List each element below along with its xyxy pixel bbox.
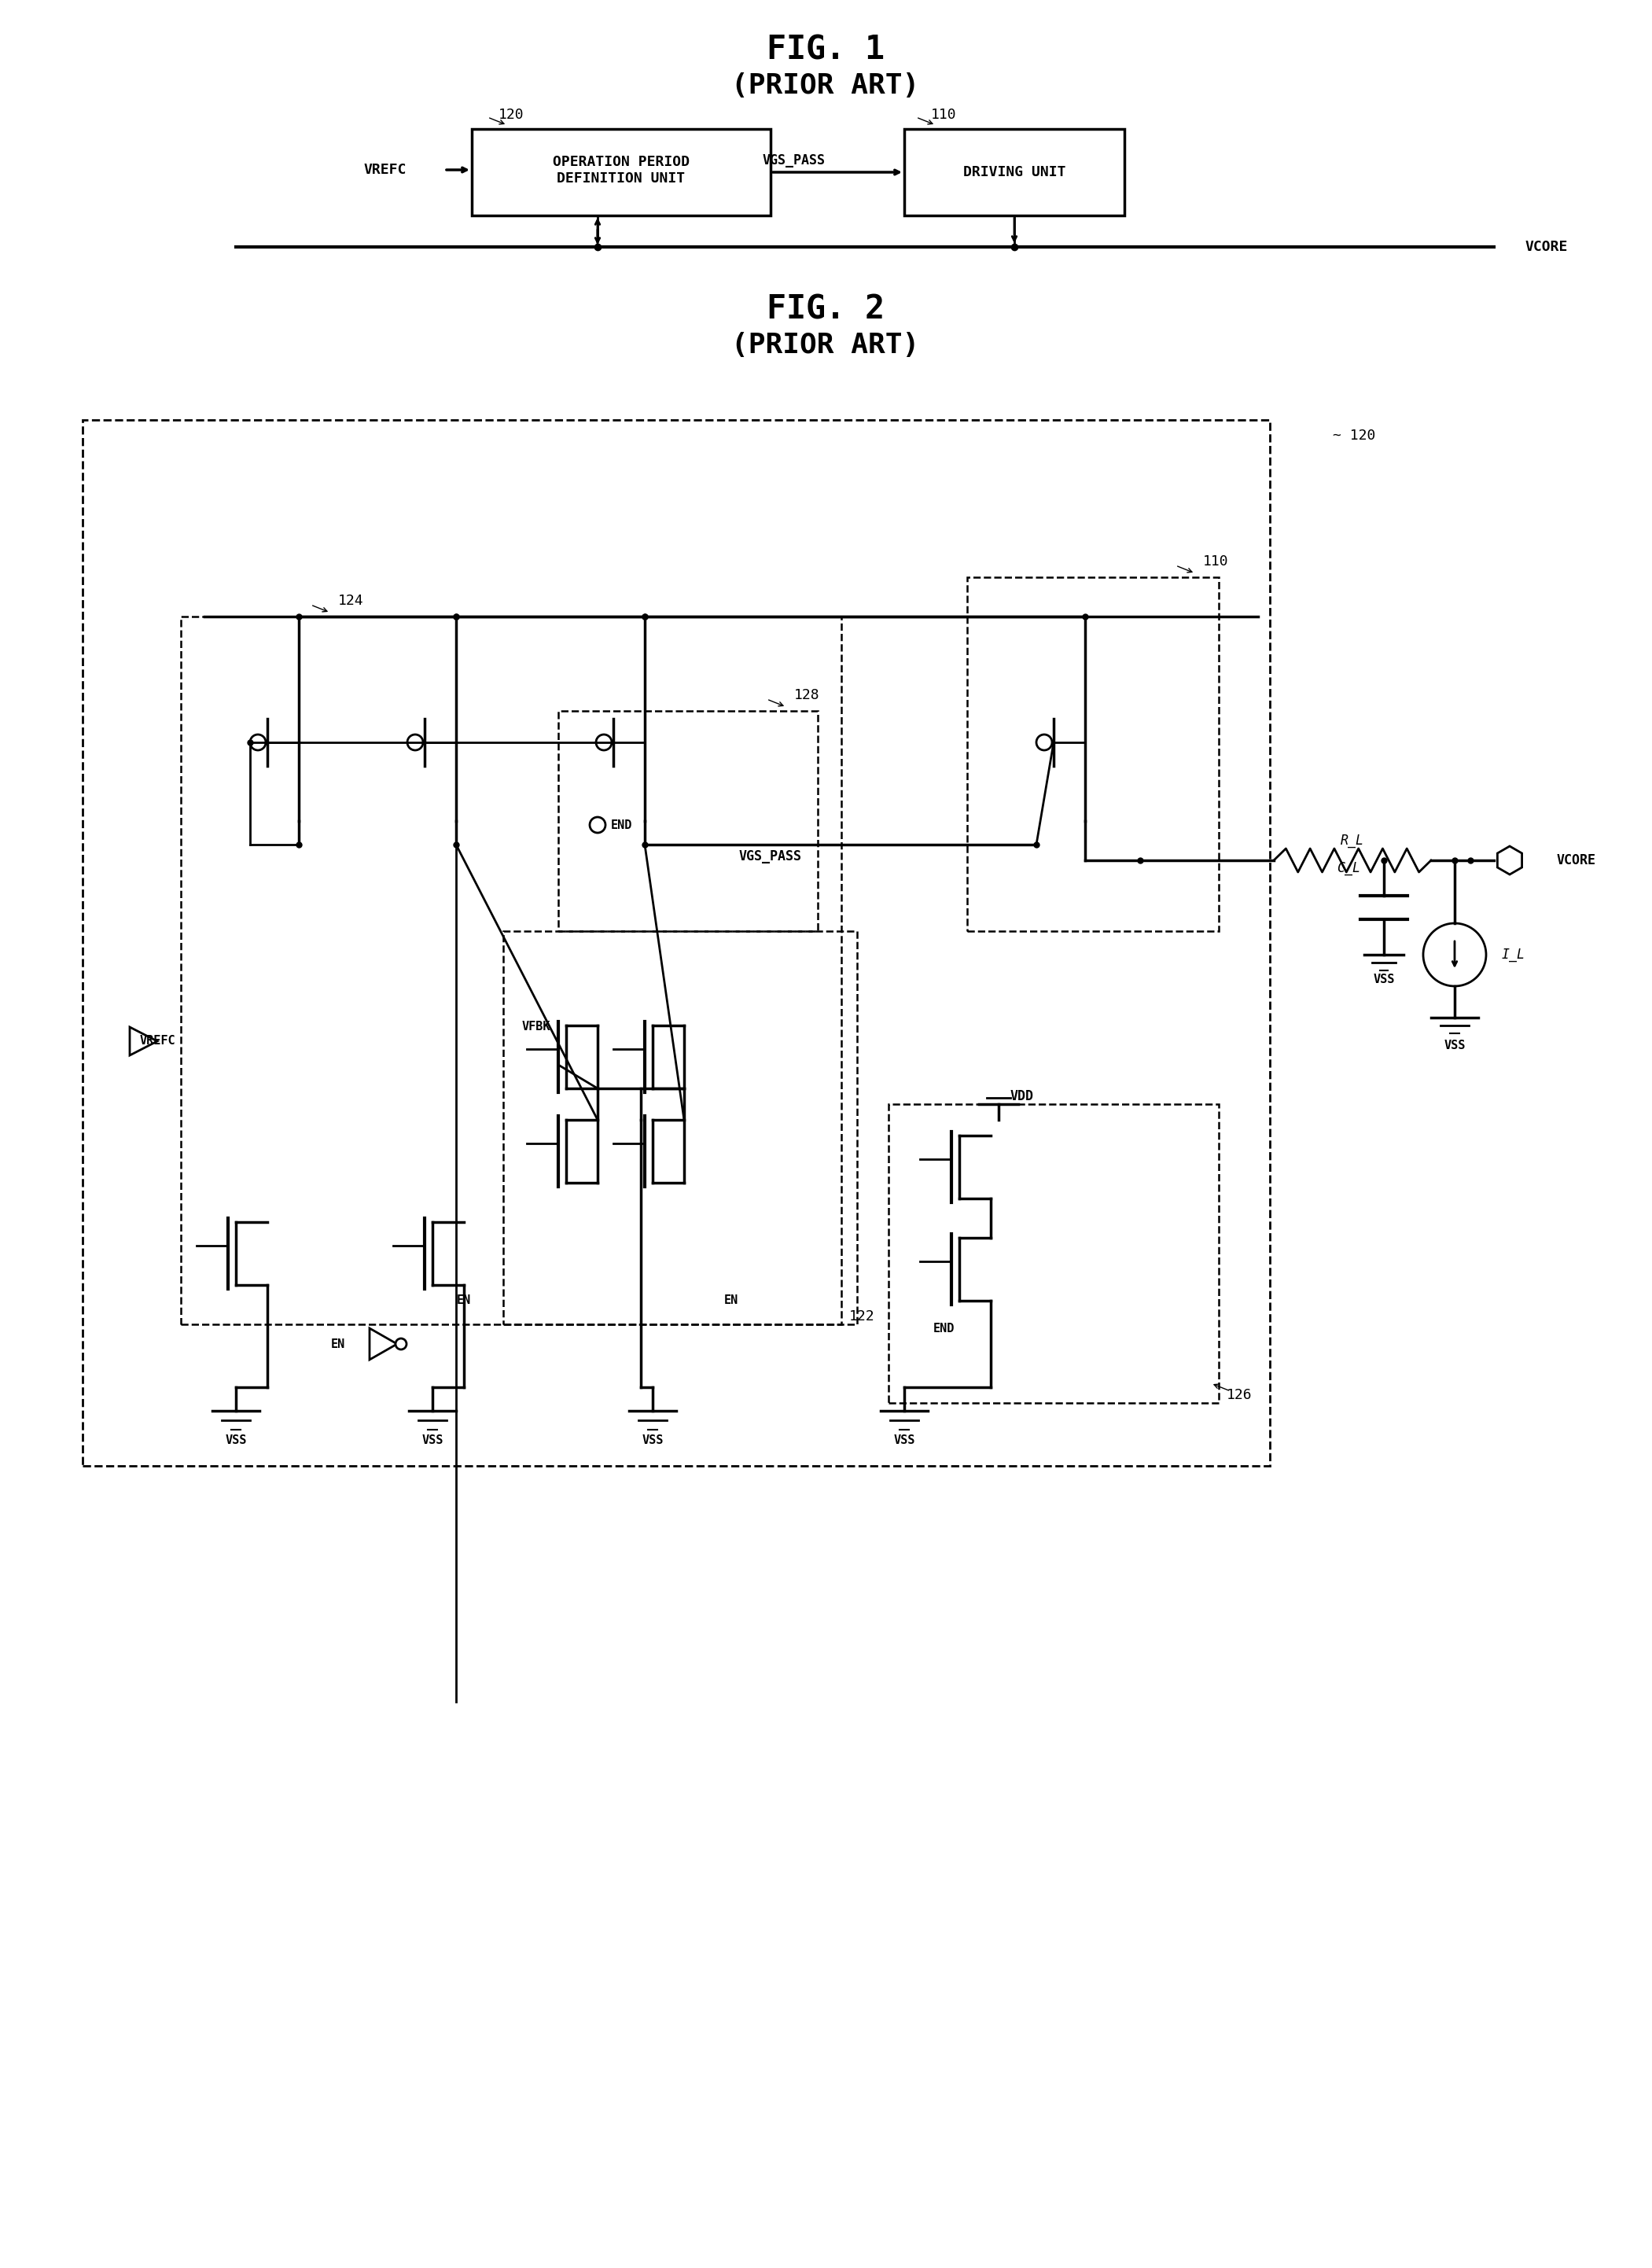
Bar [889,1105,1219,1404]
Text: VSS: VSS [894,1436,915,1447]
Text: ~ 120: ~ 120 [1333,429,1376,442]
Text: VDD: VDD [1011,1089,1034,1102]
Text: I_L: I_L [1502,948,1525,962]
Text: VSS: VSS [1373,973,1394,987]
Text: EN: EN [724,1295,738,1306]
Text: VSS: VSS [643,1436,664,1447]
Text: R_L: R_L [1341,835,1365,848]
Bar [180,617,841,1325]
Text: (PRIOR ART): (PRIOR ART) [732,331,920,358]
Text: VGS_PASS: VGS_PASS [763,154,826,168]
Bar [558,710,818,932]
Text: 128: 128 [795,687,819,703]
Text: 122: 122 [849,1309,876,1325]
Text: VFBK: VFBK [522,1021,550,1032]
Bar [472,129,770,215]
Text: 110: 110 [930,109,957,122]
Text: 124: 124 [339,594,363,608]
Text: DEFINITION UNIT: DEFINITION UNIT [557,172,686,186]
Text: 110: 110 [1203,553,1229,569]
Text: 120: 120 [499,109,524,122]
Text: VGS_PASS: VGS_PASS [738,848,801,864]
Text: VREFC: VREFC [139,1034,175,1048]
Circle shape [590,816,605,832]
Text: VCORE: VCORE [1525,240,1568,254]
Bar [83,420,1270,1465]
Text: FIG. 1: FIG. 1 [767,34,884,66]
Text: VSS: VSS [225,1436,246,1447]
Text: VSS: VSS [1444,1039,1465,1050]
Circle shape [1422,923,1487,987]
Bar [904,129,1125,215]
Text: VREFC: VREFC [363,163,406,177]
Text: 126: 126 [1227,1388,1252,1402]
Text: FIG. 2: FIG. 2 [767,293,884,327]
Bar [966,578,1219,932]
Text: VSS: VSS [421,1436,443,1447]
Text: EN: EN [330,1338,345,1349]
Text: END: END [933,1322,955,1334]
Text: OPERATION PERIOD: OPERATION PERIOD [553,154,689,170]
Text: VCORE: VCORE [1556,853,1596,866]
Text: END: END [610,819,633,830]
Text: C_L: C_L [1336,862,1360,875]
Text: (PRIOR ART): (PRIOR ART) [732,73,920,100]
Bar [504,932,857,1325]
Text: EN: EN [456,1295,471,1306]
Circle shape [395,1338,406,1349]
Text: DRIVING UNIT: DRIVING UNIT [963,166,1066,179]
